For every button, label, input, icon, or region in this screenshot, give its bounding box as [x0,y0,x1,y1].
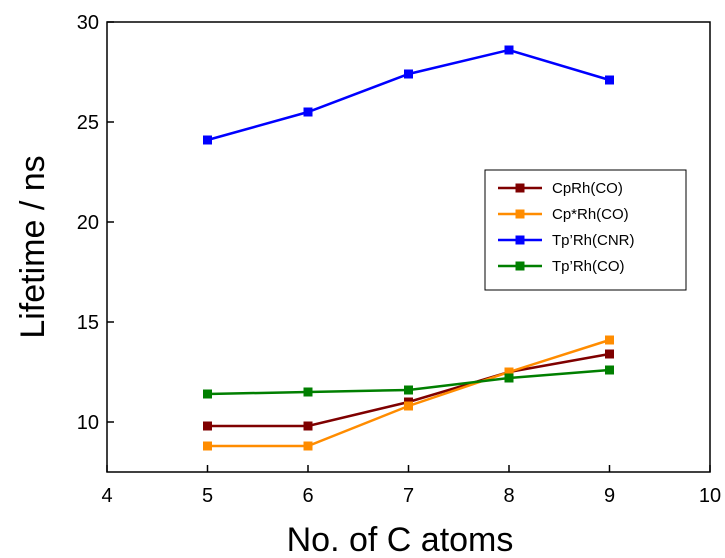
y-tick-label: 10 [77,412,99,434]
data-point [504,45,514,55]
series-line [207,48,610,142]
legend-entry: Tp’Rh(CNR) [498,232,635,249]
data-point [303,387,313,397]
legend-label: Tp’Rh(CO) [552,258,625,275]
x-tick-label: 6 [302,485,313,507]
data-point [203,441,212,451]
legend-label: CpRh(CO) [552,180,623,197]
data-point [203,389,212,399]
y-tick-label: 30 [77,12,99,34]
series-cp-rh-co [203,335,614,451]
data-point [605,365,614,375]
legend-entry: Tp’Rh(CO) [498,258,625,275]
series-tp-rh-cnr [203,45,614,145]
data-point [303,421,313,431]
y-axis-ticks: 10 15 20 25 30 [77,12,114,434]
series-tp-rh-co [203,365,614,399]
y-axis-title: Lifetime / ns [14,155,52,338]
series-layer [203,45,614,451]
legend-label: Tp’Rh(CNR) [552,232,635,249]
legend-marker [515,183,525,193]
data-point [504,373,514,383]
legend-marker [515,261,525,271]
legend-marker [515,235,525,245]
data-point [404,401,413,411]
x-tick-label: 4 [101,485,112,507]
x-tick-label: 5 [202,485,213,507]
legend: CpRh(CO) Cp*Rh(CO) Tp’Rh(CNR) Tp’Rh(CO) [484,169,687,291]
data-point [203,135,212,145]
legend-label: Cp*Rh(CO) [552,206,629,223]
data-point [404,385,413,395]
data-point [605,349,614,359]
legend-marker [515,209,525,219]
data-point [303,107,313,117]
x-tick-label: 10 [699,485,721,507]
legend-entry: Cp*Rh(CO) [498,206,629,223]
data-point [605,335,614,345]
x-tick-label: 9 [604,485,615,507]
x-axis-title: No. of C atoms [287,521,514,558]
data-point [303,441,313,451]
data-point [203,421,212,431]
data-point [504,367,514,377]
plot-frame [106,21,711,473]
y-tick-label: 20 [77,212,99,234]
legend-entry: CpRh(CO) [498,180,623,197]
y-tick-label: 25 [77,112,99,134]
data-point [605,75,614,85]
x-tick-label: 7 [403,485,414,507]
data-point [404,69,413,79]
y-tick-label: 15 [77,312,99,334]
x-tick-label: 8 [503,485,514,507]
